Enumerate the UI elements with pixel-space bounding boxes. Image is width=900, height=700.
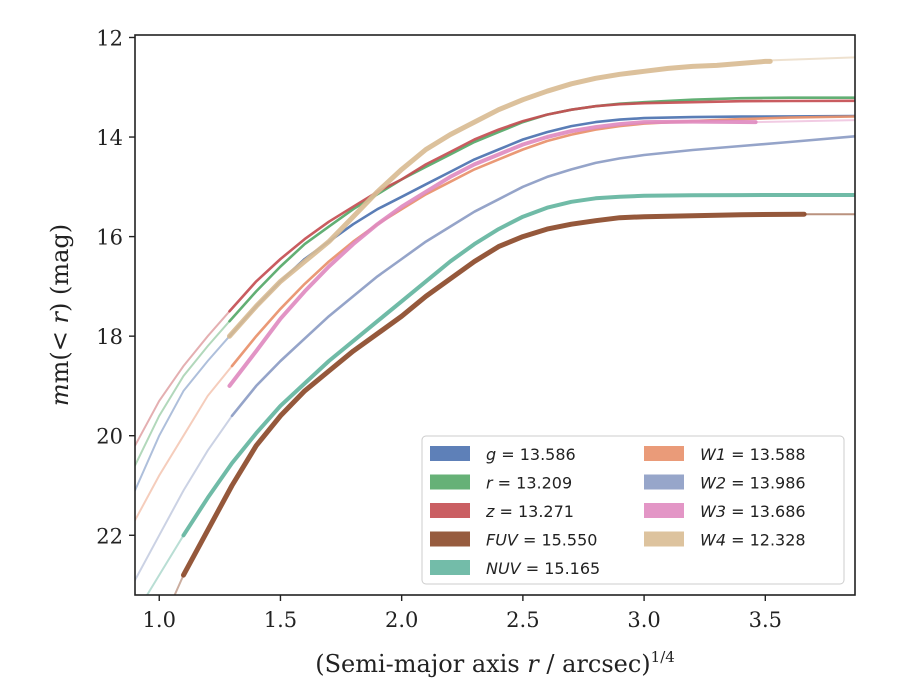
- series-r: [135, 96, 855, 467]
- y-axis-label: mm(< r) (mag): [46, 224, 74, 406]
- x-axis: 1.0 1.5 2.0 2.5 3.0 3.5: [143, 595, 782, 632]
- plot-frame: [134, 34, 856, 596]
- x-tick-label: 3.5: [749, 608, 782, 632]
- series-w3-line: [227, 119, 758, 388]
- y-tick-label: 14: [96, 126, 123, 150]
- legend-entry-w4: W4 = 12.328: [644, 531, 806, 550]
- legend-label: r = 13.209: [486, 474, 572, 493]
- series-z-line: [228, 99, 855, 313]
- y-tick-label: 12: [96, 26, 123, 50]
- y-tick-label: 18: [96, 325, 123, 349]
- legend-swatch: [430, 560, 470, 575]
- series-w4-line: [227, 58, 773, 339]
- legend-entry-w2: W2 = 13.986: [644, 474, 806, 493]
- y-tick-label: 22: [96, 524, 123, 548]
- legend-box: [421, 435, 845, 585]
- series-w3: [227, 119, 855, 388]
- legend-swatch: [430, 474, 470, 490]
- legend-swatch: [644, 474, 684, 490]
- series-z: [135, 99, 855, 447]
- legend-swatch: [430, 503, 470, 518]
- series-nuv-faint-line: [145, 534, 185, 595]
- x-tick-label: 2.5: [506, 608, 539, 632]
- legend-entry-w3: W3 = 13.686: [644, 502, 806, 521]
- legend-entry-g: g = 13.586: [430, 445, 576, 464]
- series-r-faint-line: [135, 320, 231, 467]
- series-r-line: [228, 96, 855, 323]
- series-w1-faint-line: [135, 365, 233, 522]
- legend-swatch: [430, 446, 470, 461]
- series-w2-line: [230, 135, 855, 418]
- series-g-faint-line: [135, 335, 231, 492]
- y-tick-label: 20: [96, 425, 123, 449]
- legend-entry-r: r = 13.209: [430, 474, 572, 493]
- x-tick-label: 2.0: [385, 608, 418, 632]
- legend-entry-fuv: FUV = 15.550: [430, 531, 597, 550]
- y-axis: 12 14 16 18 20 22: [96, 26, 135, 548]
- plot-area: [135, 56, 855, 595]
- legend-swatch: [644, 446, 684, 461]
- legend-label: NUV = 15.165: [486, 559, 600, 578]
- legend-entry-nuv: NUV = 15.165: [430, 559, 600, 578]
- legend-label: FUV = 15.550: [486, 531, 597, 550]
- series-g: [135, 114, 855, 492]
- series-z-faint-line: [135, 310, 231, 447]
- legend-label: W2 = 13.986: [700, 474, 806, 493]
- series-nuv: [145, 193, 855, 595]
- legend-label: z = 13.271: [485, 502, 574, 521]
- legend-swatch: [644, 503, 684, 518]
- legend: g = 13.586 r = 13.209 z = 13.271 FUV = 15.5…: [421, 435, 845, 585]
- x-tick-label: 1.0: [143, 608, 176, 632]
- legend-swatch: [644, 531, 684, 547]
- series-w4: [227, 56, 855, 339]
- series-w2: [135, 135, 855, 582]
- series-w4-faint-line: [769, 56, 855, 62]
- x-tick-label: 1.5: [264, 608, 297, 632]
- legend-entry-w1: W1 = 13.588: [644, 445, 806, 464]
- series-fuv-line: [181, 211, 807, 578]
- legend-entry-z: z = 13.271: [430, 502, 574, 521]
- legend-label: g = 13.586: [486, 445, 576, 464]
- legend-swatch: [430, 531, 470, 547]
- x-tick-label: 3.0: [627, 608, 660, 632]
- series-fuv: [173, 211, 855, 595]
- y-tick-label: 16: [96, 226, 123, 250]
- series-w2-faint-line: [135, 414, 233, 582]
- series-w3-faint-line: [754, 119, 855, 124]
- series-fuv-faint-line: [173, 574, 185, 595]
- legend-label: W1 = 13.588: [700, 445, 806, 464]
- legend-label: W3 = 13.686: [700, 502, 806, 521]
- x-axis-label: (Semi-major axis r / arcsec)1/4: [315, 648, 675, 678]
- legend-label: W4 = 12.328: [700, 531, 806, 550]
- series-nuv-line: [181, 193, 855, 538]
